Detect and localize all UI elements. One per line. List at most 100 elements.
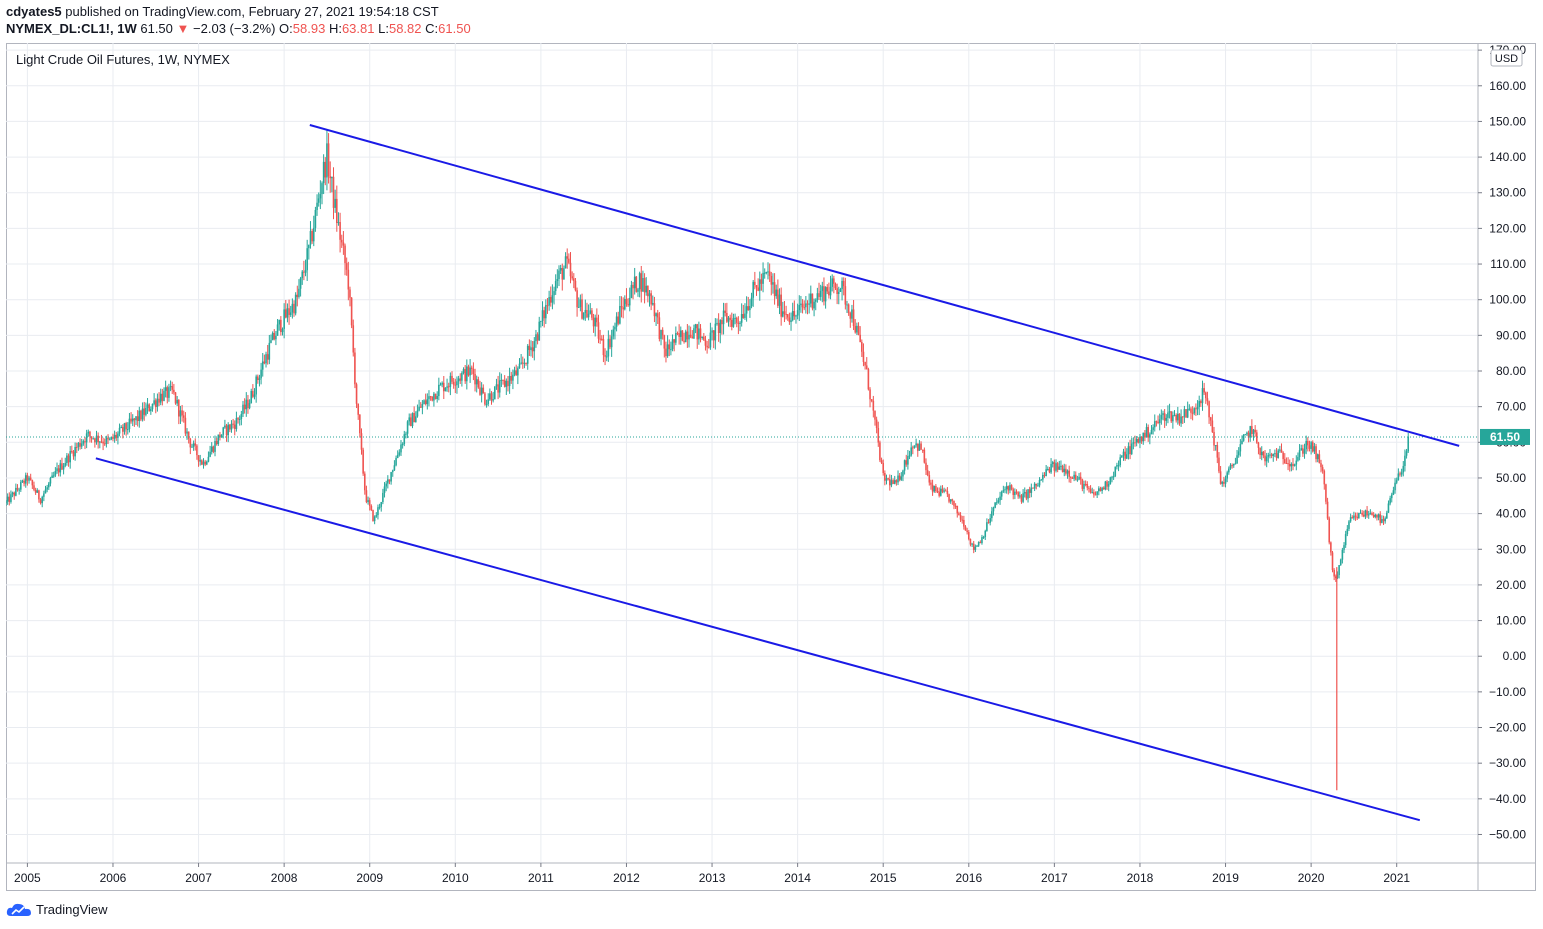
candle-body (1170, 411, 1173, 422)
candle-body (1389, 498, 1391, 504)
candle-body (352, 325, 355, 353)
candle-body (314, 209, 317, 228)
candle-body (66, 455, 68, 464)
candle-body (861, 341, 863, 352)
tradingview-cloud-icon (6, 903, 31, 916)
candle-body (237, 418, 239, 420)
candle-body (614, 326, 616, 330)
candle-body (253, 394, 256, 397)
candle-body (398, 452, 401, 455)
trendlines[interactable] (95, 124, 1460, 822)
candle-body (1246, 432, 1248, 435)
candle-body (564, 256, 567, 269)
candle-body (925, 462, 927, 471)
footer-brand[interactable]: TradingView (6, 902, 108, 917)
candle-body (1206, 398, 1209, 402)
candle-body (627, 304, 629, 306)
candle-body (1070, 476, 1072, 478)
candle-body (130, 418, 132, 422)
candle-body (317, 198, 320, 203)
candle-body (131, 418, 134, 422)
upper-trendline[interactable] (309, 124, 1460, 447)
candle-body (258, 378, 261, 381)
candle-body (401, 443, 404, 445)
candle-body (442, 382, 445, 392)
candle-body (642, 277, 644, 292)
candle-body (1333, 570, 1335, 577)
candle-body (438, 384, 440, 397)
candle-body (553, 291, 555, 296)
candle-body (212, 446, 215, 452)
candle-body (1249, 426, 1252, 438)
candle-body (240, 413, 243, 419)
candle-body (345, 263, 348, 270)
candle-body (214, 441, 216, 452)
candle-body (558, 270, 560, 279)
candle-body (355, 384, 358, 404)
price-tick-label: 80.00 (1496, 364, 1526, 378)
candle-body (1132, 442, 1135, 444)
candle-body (428, 396, 430, 400)
candle-body (36, 490, 39, 493)
candle-body (304, 270, 307, 273)
candle-body (783, 311, 786, 315)
time-tick-label: 2020 (1298, 871, 1325, 885)
candle-body (334, 198, 336, 208)
candle-body (301, 271, 304, 279)
currency-badge[interactable]: USD (1490, 49, 1523, 67)
author-name[interactable]: cdyates5 (6, 4, 62, 19)
last-price-badge-box (1480, 428, 1530, 445)
candle-body (508, 375, 511, 387)
candle-body (977, 542, 980, 546)
candle-body (1084, 483, 1087, 485)
lower-trendline[interactable] (95, 457, 1421, 822)
candle-body (1200, 401, 1202, 404)
price-tick-label: −50.00 (1489, 827, 1526, 841)
candle-body (1020, 495, 1023, 502)
price-chart[interactable]: 170.00160.00150.00140.00130.00120.00110.… (6, 43, 1536, 891)
candle-body (110, 436, 113, 440)
candle-body (337, 222, 340, 224)
candle-body (54, 471, 57, 476)
candle-body (936, 491, 939, 493)
time-axis[interactable]: 2005 2006 2007 2008 2009 2010 2011 2012 2013 2014… (14, 863, 1410, 885)
candle-body (1163, 413, 1166, 421)
time-tick-label: 2014 (784, 871, 811, 885)
candle-body (436, 396, 438, 399)
candle-body (1198, 401, 1201, 408)
candle-body (818, 293, 820, 297)
candle-body (168, 387, 170, 398)
candle-body (479, 387, 481, 395)
candle-body (357, 403, 360, 415)
candle-body (953, 500, 955, 506)
candle-body (786, 314, 789, 318)
candle-body (51, 475, 53, 478)
candle-body (877, 427, 880, 443)
candle-body (1040, 479, 1043, 481)
candles (6, 129, 1410, 791)
chart-frame[interactable]: 170.00160.00150.00140.00130.00120.00110.… (6, 43, 1536, 891)
candle-body (709, 332, 712, 348)
candle-body (408, 417, 411, 422)
candle-body (844, 286, 847, 305)
candle-body (248, 403, 251, 409)
candle-body (704, 339, 707, 346)
candle-body (706, 345, 708, 348)
candle-body (15, 487, 17, 496)
candle-body (1399, 473, 1401, 475)
candle-body (916, 443, 919, 451)
candle-body (456, 381, 458, 386)
candle-body (1348, 521, 1350, 529)
candle-body (875, 419, 878, 428)
candle-body (1063, 468, 1066, 473)
candle-body (1262, 451, 1265, 456)
open-value: 58.93 (292, 21, 326, 36)
candle-body (1285, 463, 1288, 465)
candle-body (1377, 514, 1380, 518)
candle-body (319, 194, 322, 199)
candle-body (694, 324, 697, 329)
candle-body (605, 356, 608, 358)
candle-body (377, 507, 379, 516)
candle-body (1203, 388, 1205, 393)
candle-body (1196, 407, 1199, 410)
